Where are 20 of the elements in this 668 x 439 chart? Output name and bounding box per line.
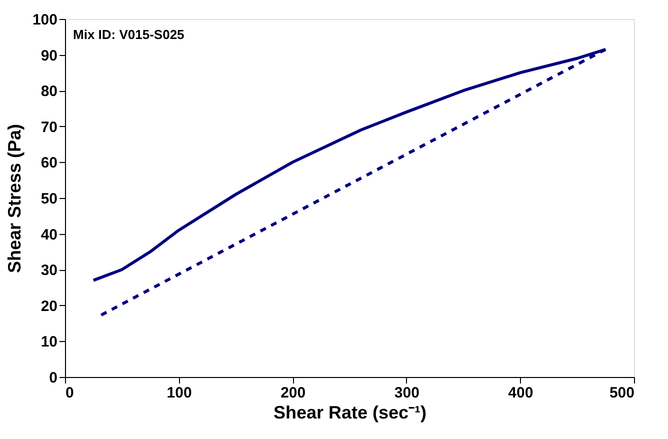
y-tick-label: 20 [40,298,58,315]
y-tick-label: 60 [40,154,58,172]
y-tick-label: 100 [32,12,58,28]
y-tick-label: 40 [40,226,58,244]
y-tick-label: 0 [49,370,58,386]
annotation: Mix ID: V015-S025 [73,27,184,42]
y-tick-label: 50 [40,190,58,208]
y-tick-label: 70 [40,118,58,136]
x-tick-label: 300 [394,384,420,402]
y-tick-label: 80 [40,83,58,100]
x-axis-title: Shear Rate (sec⁻¹) [273,402,427,422]
y-tick-label: 90 [40,47,58,64]
x-tick-label: 400 [508,384,534,402]
y-tick-label: 10 [40,334,58,351]
y-axis-title: Shear Stress (Pa) [4,124,24,274]
y-tick-label: 30 [40,262,58,280]
x-tick-label: 500 [609,384,634,402]
x-tick-label: 0 [66,384,74,402]
x-tick-label: 200 [280,384,306,402]
x-tick-label: 100 [166,384,192,402]
